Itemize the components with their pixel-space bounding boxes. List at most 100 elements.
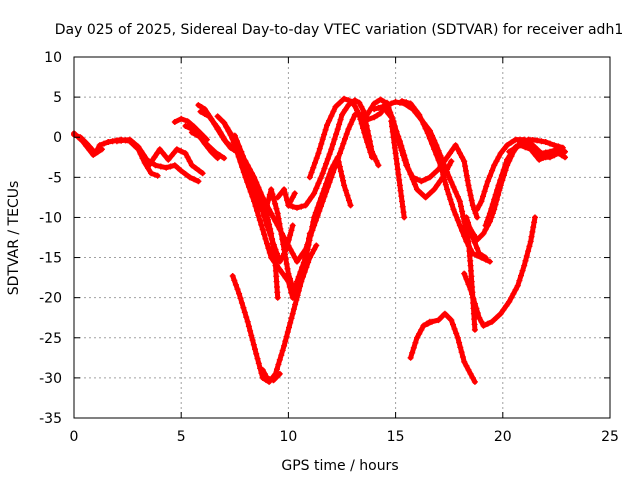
data-point-marker [483,183,490,190]
data-point-marker [229,273,236,279]
data-point-marker [467,246,474,253]
data-point-marker [481,188,488,195]
data-point-marker [146,162,152,169]
data-point-marker [529,228,536,235]
data-point-marker [318,140,325,147]
data-point-marker [489,167,496,174]
data-point-marker [504,142,511,149]
data-point-marker [467,286,474,293]
data-point-marker [254,355,261,362]
data-point-marker [489,201,496,208]
data-point-marker [159,149,166,156]
data-point-marker [105,139,112,145]
data-point-marker [510,290,517,297]
data-point-marker [463,238,470,245]
data-point-marker [522,144,529,151]
data-point-marker [289,194,296,201]
data-point-marker [342,135,348,142]
data-point-marker [272,200,279,207]
y-tick-label: 0 [53,130,62,146]
data-point-marker [347,121,354,128]
data-point-marker [422,194,429,201]
data-point-marker [390,134,397,141]
data-point-marker [458,349,465,356]
data-point-marker [274,210,281,217]
data-point-marker [459,154,466,161]
y-tick-label: -25 [39,331,62,347]
data-point-marker [494,187,501,193]
data-point-marker [360,107,367,114]
data-point-marker [367,149,374,156]
data-point-marker [274,294,281,301]
data-point-marker [195,178,202,185]
data-point-marker [473,305,480,312]
data-point-marker [394,161,400,167]
data-point-marker [502,161,509,168]
series-line [408,311,478,385]
data-point-marker [126,136,133,143]
data-point-marker [311,190,318,197]
data-point-marker [358,120,365,127]
data-point-marker [182,123,189,129]
data-point-marker [440,171,447,178]
data-point-marker [269,241,276,248]
data-point-marker [309,250,315,257]
data-point-marker [407,100,414,107]
data-point-marker [163,164,170,171]
data-point-marker [294,292,301,299]
data-point-marker [456,222,463,229]
data-point-marker [294,258,300,265]
data-point-marker [206,113,213,120]
data-point-marker [500,146,507,153]
data-point-marker [409,176,416,183]
data-point-marker [306,237,313,244]
data-point-marker [284,197,290,204]
data-point-marker [321,131,328,138]
data-point-marker [400,209,407,216]
data-point-marker [369,154,375,161]
data-point-marker [252,346,258,353]
data-point-marker [380,98,387,105]
data-point-marker [375,104,382,111]
data-point-marker [314,204,321,211]
data-point-marker [465,182,472,189]
data-point-marker [188,129,195,136]
data-point-marker [193,131,200,138]
data-point-marker [182,150,189,157]
data-point-marker [270,214,277,221]
data-point-marker [288,315,295,322]
data-point-marker [345,126,352,133]
data-point-marker [517,142,523,149]
data-point-marker [426,174,433,181]
data-point-marker [461,358,468,365]
data-point-marker [330,108,337,115]
data-point-marker [277,225,284,232]
data-point-marker [217,129,224,136]
data-point-marker [562,154,568,161]
data-point-marker [392,98,399,105]
data-point-marker [429,140,435,147]
data-point-marker [468,273,475,280]
data-point-marker [217,116,224,123]
data-point-marker [313,242,320,249]
data-point-marker [532,214,538,221]
data-point-marker [456,339,463,346]
data-point-marker [188,162,195,169]
data-point-marker [482,222,489,229]
data-point-marker [214,113,221,120]
data-point-marker [361,129,368,136]
data-point-marker [279,236,286,243]
data-point-marker [342,106,349,113]
data-point-marker [519,267,526,274]
data-point-marker [422,125,429,132]
data-point-marker [238,300,245,306]
data-point-marker [178,148,185,155]
data-point-marker [278,231,285,238]
data-point-marker [284,329,291,335]
data-point-marker [337,116,344,123]
data-point-marker [337,168,344,175]
data-point-marker [278,352,285,359]
data-point-marker [384,102,390,109]
data-point-marker [450,206,457,213]
data-point-marker [265,216,271,223]
